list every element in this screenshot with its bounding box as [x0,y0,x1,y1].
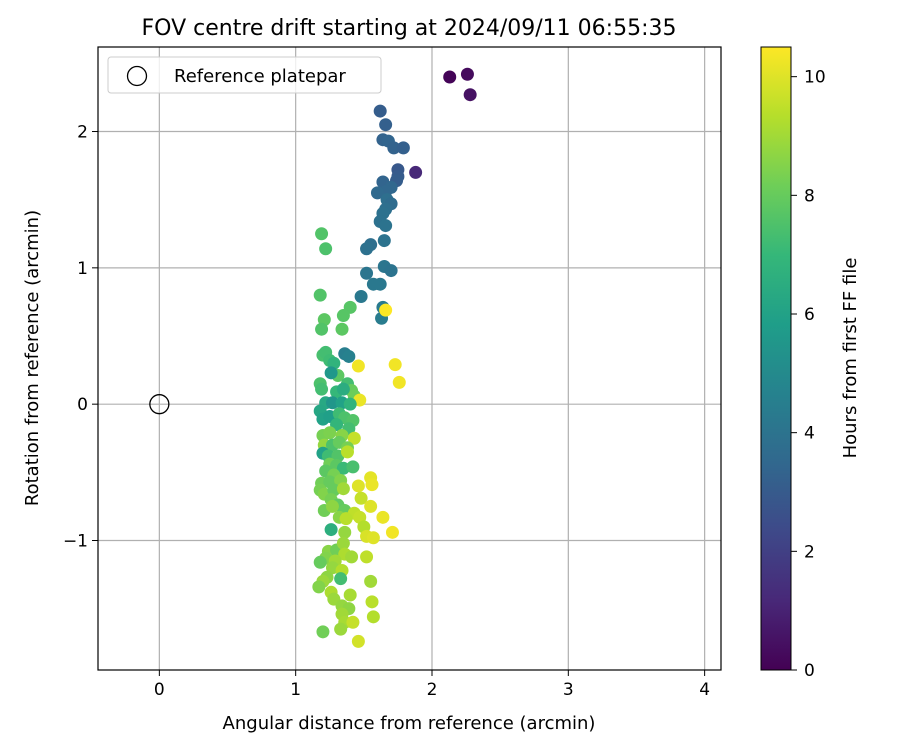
scatter-point [351,359,365,373]
scatter-point [345,550,359,564]
scatter-point [334,572,348,586]
scatter-point [343,397,357,411]
colorbar-tick-label: 10 [804,68,826,88]
scatter-point [342,349,356,363]
scatter-point [376,510,390,524]
legend-box [107,56,382,94]
scatter-point [315,382,329,396]
scatter-point [316,625,330,639]
scatter-point [346,460,360,474]
scatter-point [387,141,401,155]
scatter-point [324,523,338,537]
scatter-point [379,219,393,233]
y-axis-label: Rotation from reference (arcmin) [22,210,43,506]
scatter-point [346,615,360,629]
scatter-point [325,499,339,513]
scatter-point [354,491,368,505]
scatter-point [366,610,380,624]
scatter-point [360,242,374,256]
colorbar-tick-label: 6 [804,305,815,325]
scatter-point [364,574,378,588]
scatter-point [313,288,327,302]
scatter-point [460,67,474,81]
y-tick-label: 2 [77,123,88,143]
scatter-point [347,431,361,445]
legend-marker-icon [126,65,148,87]
y-tick-label: −1 [63,531,88,551]
scatter-point [336,461,350,475]
y-tick-label: 1 [77,259,88,279]
scatter-point [351,634,365,648]
scatter-point [313,555,327,569]
scatter-point [370,186,384,200]
grid [98,47,721,670]
scatter-point [336,482,350,496]
colorbar-gradient [760,46,792,671]
colorbar-ticks: 0 2 4 6 8 10 [791,68,826,681]
scatter-point [351,479,365,493]
colorbar-tick-label: 2 [804,542,815,562]
x-tick-label: 3 [563,680,574,700]
x-tick-label: 0 [154,680,165,700]
scatter-point [343,588,357,602]
scatter-point [315,322,329,336]
legend: Reference platepar [107,56,382,94]
y-tick-label: 0 [77,395,88,415]
scatter-point [379,118,393,132]
scatter-point [463,88,477,102]
scatter-point [388,358,402,372]
colorbar: 0 2 4 6 8 10 Hours from first FF file [760,46,861,681]
scatter-point [339,512,353,526]
x-tick-label: 1 [290,680,301,700]
scatter-point [312,580,326,594]
scatter-point [373,277,387,291]
x-tick-label: 2 [427,680,438,700]
scatter-point [365,478,379,492]
chart-title: FOV centre drift starting at 2024/09/11 … [142,16,677,41]
scatter-point [379,303,393,317]
scatter-point [373,104,387,118]
reference-point-marker [149,394,170,415]
scatter-point [392,375,406,389]
reference-marker [149,394,170,415]
x-tick-label: 4 [699,680,710,700]
scatter-point [324,366,338,380]
scatter-point [325,396,339,410]
scatter-point [338,525,352,539]
scatter-point [319,242,333,256]
scatter-point [360,266,374,280]
scatter-point [364,499,378,513]
scatter-point [334,622,348,636]
colorbar-label: Hours from first FF file [840,258,861,459]
scatter-point [384,264,398,278]
legend-entry: Reference platepar [174,66,346,87]
scatter-point [336,309,350,323]
scatter-point [366,531,380,545]
scatter-point [336,536,350,550]
y-ticks: −1 0 1 2 [63,123,98,551]
colorbar-tick-label: 8 [804,186,815,206]
scatter-point [360,550,374,564]
scatter-point [365,595,379,609]
scatter-point [443,70,457,84]
scatter-point [323,426,337,440]
colorbar-tick-label: 4 [804,424,815,444]
x-ticks: 0 1 2 3 4 [154,670,710,700]
scatter-point [335,322,349,336]
data-points [312,67,477,648]
colorbar-tick-label: 0 [804,661,815,681]
scatter-point [396,141,410,155]
scatter-point [377,234,391,248]
scatter-point [340,445,354,459]
scatter-point [336,382,350,396]
scatter-point [409,165,423,179]
scatter-point [315,227,329,241]
scatter-point [354,289,368,303]
plot-frame [97,46,722,671]
scatter-point [385,525,399,539]
x-axis-label: Angular distance from reference (arcmin) [223,713,596,734]
